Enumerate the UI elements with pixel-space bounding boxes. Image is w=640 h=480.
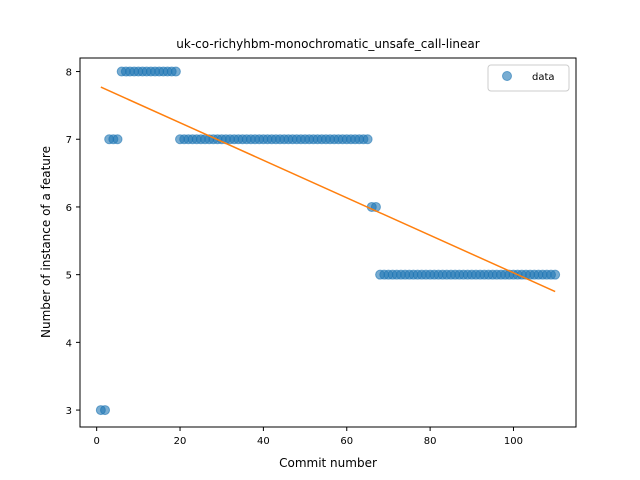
y-tick-label: 5 xyxy=(66,271,72,282)
y-tick-label: 3 xyxy=(66,406,72,417)
y-tick-label: 7 xyxy=(66,135,72,146)
data-point xyxy=(363,135,372,144)
data-point xyxy=(101,406,110,415)
data-point xyxy=(171,67,180,76)
x-tick-label: 60 xyxy=(340,436,353,447)
chart-title: uk-co-richyhbm-monochromatic_unsafe_call… xyxy=(176,37,479,51)
x-tick-label: 0 xyxy=(93,436,99,447)
legend-box xyxy=(488,65,569,91)
x-tick-label: 100 xyxy=(504,436,523,447)
legend-label-data: data xyxy=(532,72,555,83)
x-tick-label: 20 xyxy=(174,436,187,447)
y-tick-label: 4 xyxy=(66,338,72,349)
x-axis-label: Commit number xyxy=(279,456,377,470)
y-axis-label: Number of instance of a feature xyxy=(39,146,53,338)
y-tick-label: 6 xyxy=(66,203,72,214)
y-tick-label: 8 xyxy=(66,68,72,79)
data-point xyxy=(113,135,122,144)
data-point xyxy=(551,270,560,279)
legend: data xyxy=(488,65,569,91)
legend-marker xyxy=(503,72,512,81)
x-tick-label: 40 xyxy=(257,436,270,447)
x-tick-label: 80 xyxy=(424,436,437,447)
